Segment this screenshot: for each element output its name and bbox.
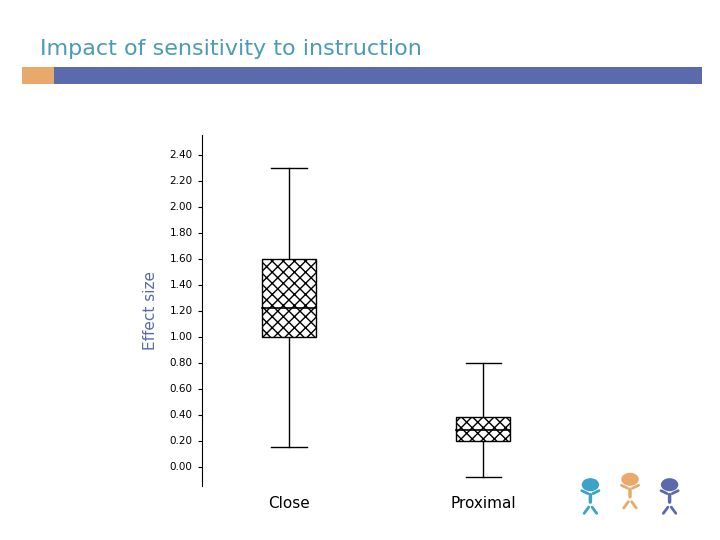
- Text: Impact of sensitivity to instruction: Impact of sensitivity to instruction: [40, 38, 421, 59]
- Bar: [456, 417, 510, 441]
- Bar: [262, 259, 316, 336]
- Y-axis label: Effect size: Effect size: [143, 271, 158, 350]
